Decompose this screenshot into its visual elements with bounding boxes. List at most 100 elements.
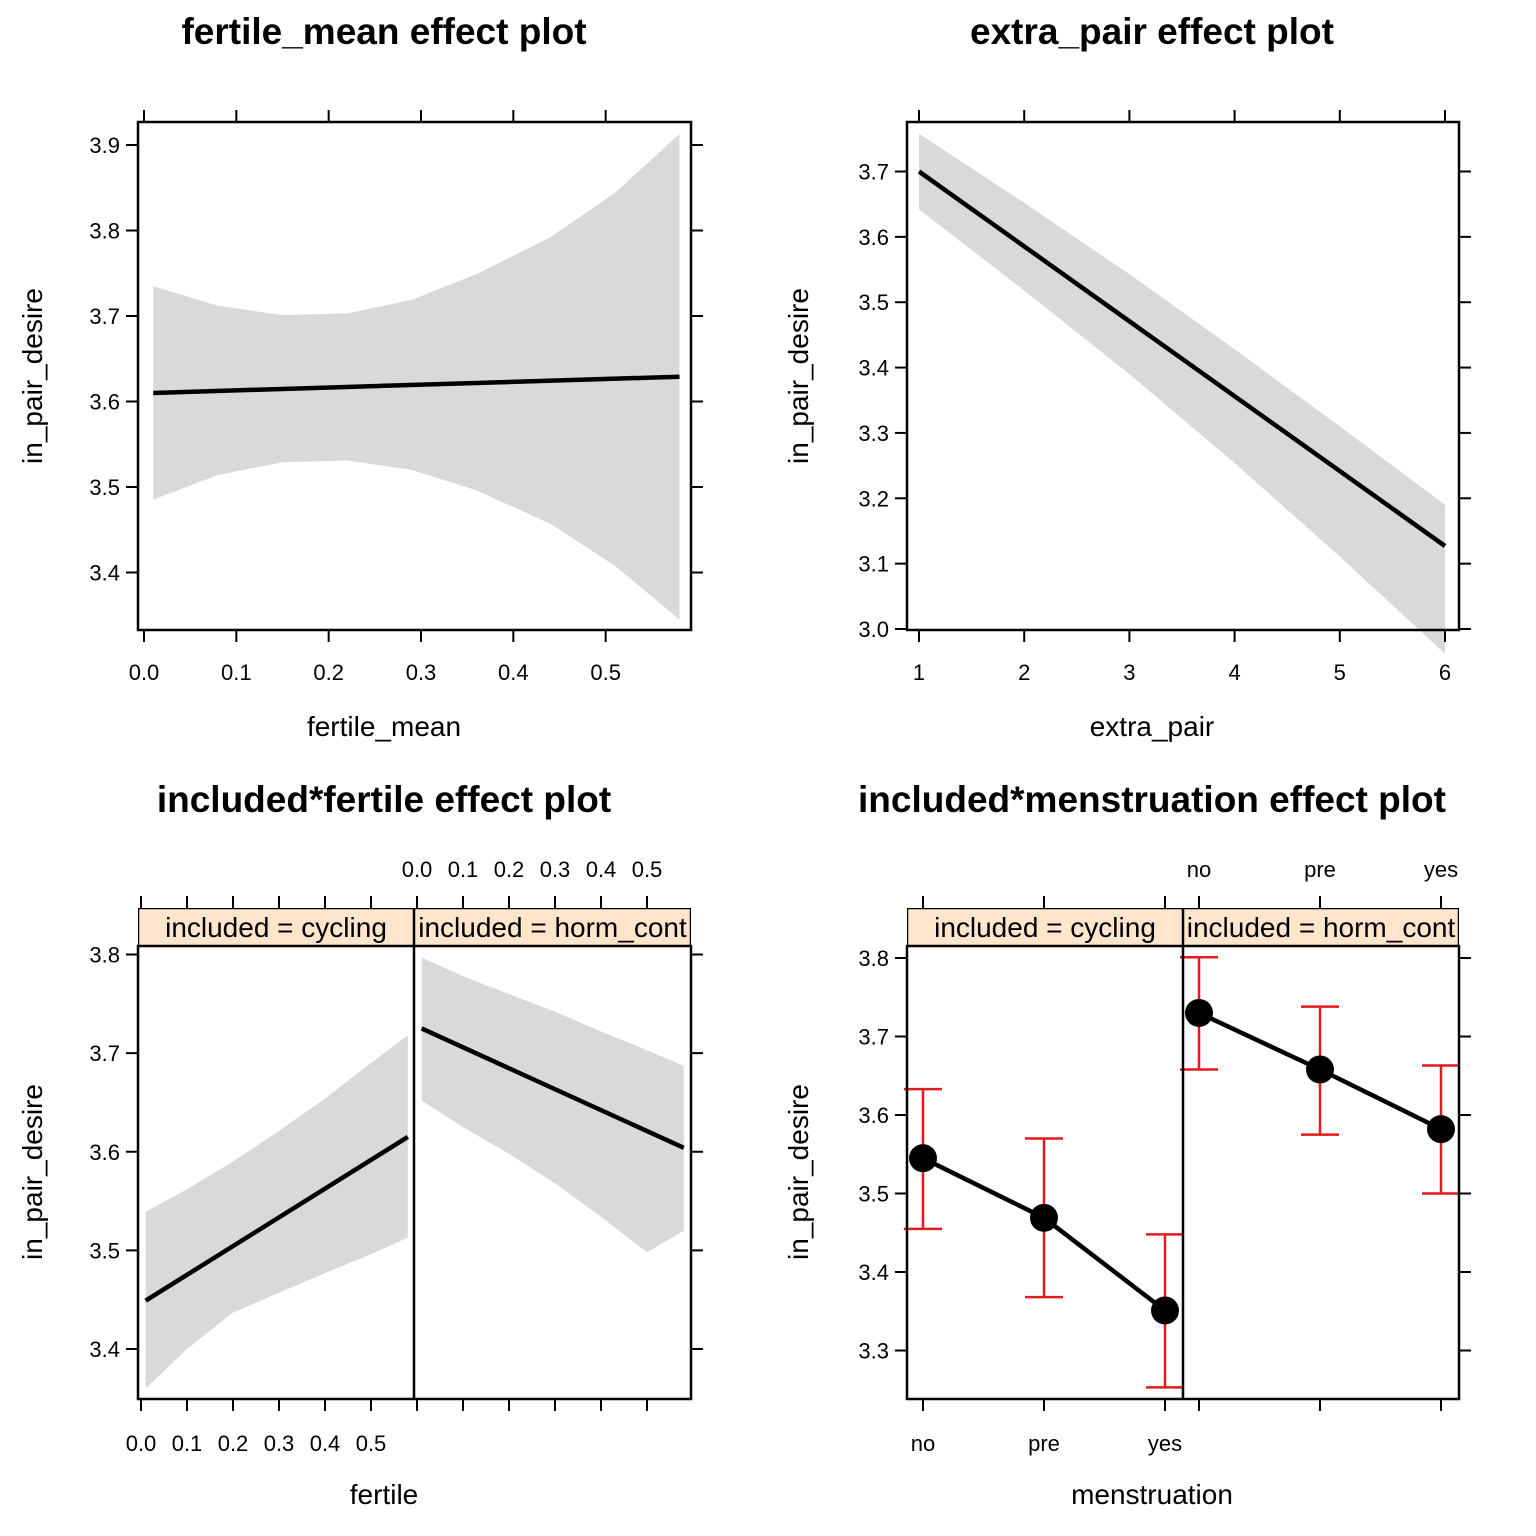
x-tick-label: 0.4 (498, 660, 529, 685)
strip-background (414, 908, 691, 946)
y-tick-label: 3.4 (89, 1337, 120, 1362)
y-tick-label: 3.9 (89, 133, 120, 158)
y-tick-label: 3.6 (89, 1140, 120, 1165)
x-tick-label-top: 0.1 (448, 857, 479, 882)
effect-point (1030, 1203, 1058, 1232)
x-tick-label: yes (1148, 1431, 1182, 1456)
y-tick-label: 3.7 (858, 160, 889, 185)
y-tick-label: 3.6 (89, 390, 120, 415)
x-tick-label-top: no (1187, 857, 1211, 882)
y-axis-label: in_pair_desire (17, 288, 48, 464)
facet-horm-cont (420, 957, 685, 1253)
plot-frame (136, 120, 693, 632)
x-tick-label: 5 (1334, 660, 1346, 685)
strip-background (907, 908, 1183, 946)
effect-point (1185, 998, 1213, 1027)
strip: included = horm_cont (1183, 908, 1459, 946)
y-tick-label: 3.3 (858, 1339, 889, 1364)
x-tick-label: 0.2 (218, 1431, 249, 1456)
strip-label: included = horm_cont (418, 912, 687, 943)
x-tick-label: 0.4 (310, 1431, 341, 1456)
x-tick-label: pre (1028, 1431, 1060, 1456)
x-tick-label: 6 (1439, 660, 1451, 685)
x-axis-label: fertile_mean (307, 711, 461, 742)
confidence-band (919, 133, 1445, 654)
x-tick-label-top: yes (1424, 857, 1458, 882)
x-tick-label: 0.3 (264, 1431, 295, 1456)
confidence-band (145, 1035, 408, 1389)
y-axis-label: in_pair_desire (17, 1084, 48, 1260)
plot-included-fertile: included = cycling included = horm_cont 0.… (17, 779, 703, 1510)
y-tick-label: 3.3 (858, 421, 889, 446)
effect-point (909, 1144, 937, 1173)
x-tick-label: 0.5 (356, 1431, 387, 1456)
chart-title: fertile_mean effect plot (181, 11, 586, 52)
y-axis-label: in_pair_desire (783, 1084, 814, 1260)
y-tick-label: 3.4 (858, 356, 889, 381)
x-axis-label: menstruation (1071, 1479, 1233, 1510)
x-tick-label-top: 0.2 (494, 857, 525, 882)
facet-cycling (144, 1035, 409, 1389)
y-tick-label: 3.8 (89, 219, 120, 244)
x-tick-label: 4 (1228, 660, 1240, 685)
effect-line (144, 1135, 409, 1303)
confidence-band (421, 957, 684, 1253)
x-tick-label: 1 (913, 660, 925, 685)
y-tick-label: 3.8 (858, 946, 889, 971)
confidence-band (153, 133, 680, 620)
x-tick-label-top: pre (1304, 857, 1336, 882)
x-tick-label: 2 (1018, 660, 1030, 685)
y-tick-label: 3.5 (89, 475, 120, 500)
strip-background (1183, 908, 1459, 946)
y-tick-label: 3.5 (89, 1238, 120, 1263)
effect-line (420, 1026, 685, 1150)
chart-title: included*menstruation effect plot (858, 779, 1446, 820)
x-tick-label: 3 (1123, 660, 1135, 685)
strip-background (138, 908, 414, 946)
facet-horm-cont (1180, 955, 1460, 1195)
plot-included-menstruation: included = cycling included = horm_contno… (783, 779, 1471, 1510)
strip: included = horm_cont (414, 908, 691, 946)
x-tick-label: no (911, 1431, 935, 1456)
x-tick-label: 0.5 (590, 660, 621, 685)
y-tick-label: 3.5 (858, 1182, 889, 1207)
plot-extra-pair: 1 2 3 4 5 6 3.0 3.1 3.2 3.3 3.4 3.5 3.6 3.7 extra_pair… (783, 11, 1471, 742)
x-tick-label-top: 0.4 (586, 857, 617, 882)
y-tick-label: 3.7 (89, 304, 120, 329)
strip-label: included = cycling (165, 912, 387, 943)
chart-title: included*fertile effect plot (157, 779, 611, 820)
strip-label: included = cycling (934, 912, 1156, 943)
y-tick-label: 3.8 (89, 943, 120, 968)
x-axis-label: fertile (350, 1479, 418, 1510)
x-tick-label: 0.0 (129, 660, 160, 685)
x-axis-label: extra_pair (1090, 711, 1215, 742)
y-tick-label: 3.6 (858, 225, 889, 250)
x-tick-label-top: 0.5 (632, 857, 663, 882)
y-tick-label: 3.7 (858, 1025, 889, 1050)
x-tick-label: 0.1 (221, 660, 252, 685)
plot-fertile-mean: 0.0 0.1 0.2 0.3 0.4 0.5 3.4 3.5 3.6 3.7 3.8 3.9 fert… (17, 11, 703, 742)
x-tick-label: 0.2 (313, 660, 344, 685)
x-tick-label-top: 0.3 (540, 857, 571, 882)
y-tick-label: 3.4 (89, 561, 120, 586)
effect-point (1151, 1296, 1179, 1325)
chart-title: extra_pair effect plot (970, 11, 1334, 52)
y-tick-label: 3.2 (858, 486, 889, 511)
facet-cycling (904, 1087, 1184, 1389)
x-tick-label: 0.1 (172, 1431, 203, 1456)
y-tick-label: 3.0 (858, 617, 889, 642)
strip-label: included = horm_cont (1187, 912, 1456, 943)
y-tick-label: 3.7 (89, 1041, 120, 1066)
y-tick-label: 3.1 (858, 552, 889, 577)
strip: included = cycling (138, 908, 414, 946)
x-tick-label: 0.3 (406, 660, 437, 685)
y-tick-label: 3.5 (858, 290, 889, 315)
plot-frame (905, 120, 1461, 632)
effect-point (1427, 1115, 1455, 1144)
effect-point (1306, 1055, 1334, 1084)
y-axis-label: in_pair_desire (783, 288, 814, 464)
strip: included = cycling (907, 908, 1183, 946)
y-tick-label: 3.4 (858, 1260, 889, 1285)
y-tick-label: 3.6 (858, 1103, 889, 1128)
